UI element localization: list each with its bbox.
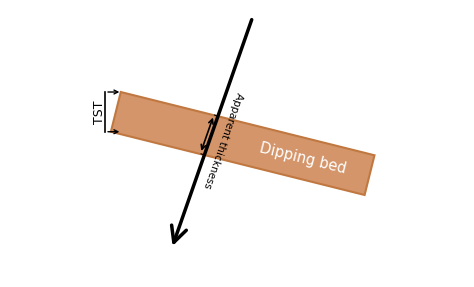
- Polygon shape: [111, 92, 374, 195]
- Text: TST: TST: [93, 100, 106, 124]
- Text: Apparent thickness: Apparent thickness: [202, 91, 245, 189]
- Text: Dipping bed: Dipping bed: [258, 141, 348, 177]
